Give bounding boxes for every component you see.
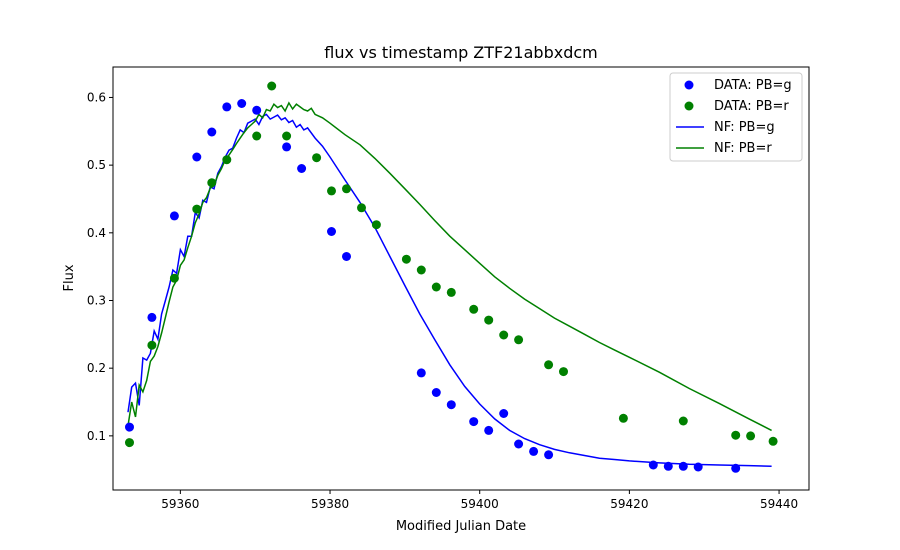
data-point: [147, 312, 157, 322]
data-point: [693, 462, 703, 472]
data-point: [357, 203, 366, 213]
legend-frame: [669, 72, 803, 162]
data-point: [147, 340, 157, 350]
data-point: [327, 186, 336, 196]
y-tick-label: 0.5: [87, 158, 106, 172]
data-point: [207, 178, 217, 188]
data-point: [544, 360, 554, 370]
legend-marker: [684, 101, 694, 111]
y-tick-label: 0.1: [87, 429, 106, 443]
data-point: [431, 282, 441, 292]
data-point: [169, 211, 179, 221]
x-tick-label: 59440: [760, 497, 798, 511]
data-point: [618, 413, 628, 423]
chart-title: flux vs timestamp ZTF21abbxdcm: [324, 43, 597, 62]
data-point: [267, 81, 277, 91]
data-point: [192, 204, 202, 214]
series-line: [127, 113, 772, 468]
data-point: [514, 335, 524, 345]
data-point: [499, 409, 509, 418]
data-point: [297, 164, 307, 173]
data-point: [768, 436, 778, 446]
x-tick-label: 59400: [461, 497, 499, 511]
data-point: [678, 416, 688, 426]
data-point: [678, 461, 688, 471]
data-point: [484, 315, 494, 325]
data-point: [544, 450, 554, 460]
data-point: [312, 153, 322, 163]
data-point: [416, 368, 426, 378]
data-point: [469, 417, 479, 427]
x-axis: 59360 59380 59400 59420 59440: [161, 490, 798, 511]
data-point: [327, 227, 336, 236]
data-point: [731, 463, 741, 473]
x-tick-label: 59380: [311, 497, 349, 511]
data-point: [222, 155, 232, 165]
data-point: [663, 461, 673, 471]
y-axis-label: Flux: [62, 264, 77, 291]
data-point: [371, 220, 381, 230]
data-point: [282, 142, 292, 152]
data-point: [125, 422, 134, 432]
data-point: [192, 152, 202, 162]
x-tick-label: 59420: [610, 497, 648, 511]
data-point: [252, 105, 262, 115]
data-point: [416, 265, 426, 275]
plot-area: [125, 81, 778, 473]
data-point: [125, 438, 134, 448]
data-point: [342, 184, 351, 194]
data-point: [446, 400, 456, 410]
data-point: [559, 367, 568, 377]
legend-label: NF: PB=g: [714, 120, 775, 135]
y-tick-label: 0.2: [87, 361, 106, 375]
x-axis-label: Modified Julian Date: [396, 519, 526, 534]
plot-frame: [112, 66, 810, 491]
data-point: [484, 425, 494, 435]
y-tick-label: 0.4: [87, 226, 106, 240]
data-point: [746, 431, 756, 441]
data-point: [237, 99, 247, 108]
y-axis: 0.1 0.2 0.3 0.4 0.5 0.6: [87, 90, 113, 443]
data-point: [529, 446, 539, 456]
legend-label: DATA: PB=r: [714, 99, 789, 114]
data-point: [342, 252, 351, 261]
legend-marker: [684, 80, 694, 90]
x-tick-label: 59360: [161, 497, 199, 511]
y-tick-label: 0.3: [87, 293, 106, 307]
legend-label: NF: PB=r: [714, 141, 772, 156]
data-point: [731, 430, 741, 440]
data-point: [499, 330, 509, 340]
data-point: [169, 273, 179, 283]
data-point: [207, 127, 217, 137]
legend: DATA: PB=g DATA: PB=r NF: PB=g NF: PB=r: [669, 72, 803, 162]
data-point: [431, 388, 441, 397]
legend-label: DATA: PB=g: [714, 78, 792, 93]
data-point: [222, 102, 232, 112]
data-point: [648, 460, 658, 470]
data-point: [446, 287, 456, 297]
y-tick-label: 0.6: [87, 90, 106, 104]
data-point: [401, 254, 411, 264]
data-point: [514, 439, 524, 449]
data-point: [252, 131, 262, 141]
data-point: [469, 304, 479, 314]
data-point: [282, 131, 292, 141]
